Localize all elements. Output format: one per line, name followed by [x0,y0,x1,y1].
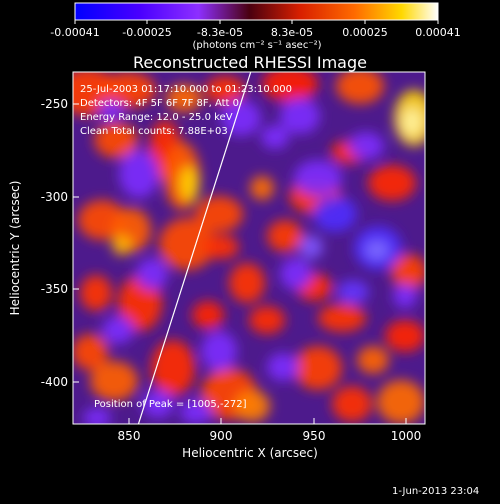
x-axis-tick-label: 950 [303,429,326,443]
y-axis-tick-label: -350 [41,282,68,296]
heatmap-blob [102,316,134,344]
timestamp-footer: 1-Jun-2013 23:04 [392,486,479,497]
heatmap-layer [73,72,425,424]
heatmap-blob [234,390,270,422]
limb-line [137,72,252,424]
peak-position-text: Position of Peak = [1005,-272] [94,399,247,410]
heatmap-blob [195,196,243,232]
colorbar-tick-labels: -0.00041 -0.00025 -8.3e-05 8.3e-05 0.000… [50,26,460,39]
heatmap-blob [357,346,389,374]
info-text-block: 25-Jul-2003 01:17:10.000 to 01:23:10.000… [80,84,292,137]
heatmap-blob [294,160,342,196]
heatmap-blob [280,98,320,134]
heatmap-blob [393,284,417,308]
heatmap-blob [332,386,372,422]
y-axis-label: Heliocentric Y (arcsec) [8,181,22,316]
colorbar: -0.00041 -0.00025 -8.3e-05 8.3e-05 0.000… [50,2,461,51]
plot-frame [72,71,426,425]
heatmap-blob [159,218,215,270]
x-axis-tick-label: 1000 [391,429,422,443]
colorbar-tick-label: -8.3e-05 [197,26,243,39]
heatmap-blob [267,220,303,252]
colorbar-ticks [74,20,439,24]
heatmap-blob [229,263,265,303]
heatmap-blob [205,76,245,104]
heatmap-blob [262,72,318,102]
heatmap-blob [83,408,111,424]
heatmap-blob [203,235,239,259]
heatmap-blob [119,150,159,198]
x-axis-label: Heliocentric X (arcsec) [182,446,318,460]
heatmap-blob [100,72,156,108]
heatmap-blob [368,165,416,201]
heatmap-blob [179,166,199,202]
heatmap-blob [201,331,237,371]
heatmap-blob [294,346,342,390]
heatmap-blob [112,235,132,255]
heatmap-blob [336,72,384,104]
heatmap-blob [99,100,123,120]
colorbar-gradient [74,2,439,21]
heatmap-blob [90,361,138,401]
heatmap-blob [249,306,285,334]
x-axis-tick-label: 850 [118,429,141,443]
heatmap-blob [180,400,212,424]
heatmap-blob [192,301,224,329]
heatmap-blob [267,353,299,381]
y-axis-tick-label: -400 [41,375,68,389]
colorbar-tick-label: -0.00041 [50,26,99,39]
heatmap-blob [136,258,168,290]
colorbar-tick-label: -0.00025 [122,26,171,39]
x-axis-ticks [128,418,407,424]
heatmap-blob [166,84,202,112]
plot-title: Reconstructed RHESSI Image [133,53,367,72]
heatmap-blob [280,258,312,290]
heatmap-blob [402,108,422,136]
heatmap-blob [250,176,274,200]
y-axis-tick-label: -300 [41,190,68,204]
info-line: Detectors: 4F 5F 6F 7F 8F, Att 0 [80,98,239,109]
heatmap-blob [299,235,323,259]
y-axis-tick-label: -250 [41,97,68,111]
heatmap-blob [318,304,366,332]
info-line: Energy Range: 12.0 - 25.0 keV [80,112,233,123]
colorbar-tick-label: 8.3e-05 [271,26,313,39]
plot-area [72,71,426,425]
colorbar-tick-label: 0.00025 [342,26,388,39]
heatmap-blob [80,275,112,311]
heatmap-blob [377,380,425,424]
heatmap-blob [348,132,384,160]
heatmap-blobs [73,72,425,424]
colorbar-units-label: (photons cm⁻² s⁻¹ asec⁻²) [192,40,321,51]
heatmap-blob [73,334,108,370]
y-axis-tick-labels: -250 -300 -350 -400 [41,97,68,389]
heatmap-blob [365,240,389,260]
y-axis-ticks [73,103,79,383]
colorbar-tick-label: 0.00041 [415,26,461,39]
x-axis-tick-labels: 850 900 950 1000 [118,429,422,443]
heatmap-blob [94,122,138,158]
heatmap-blob [313,196,357,232]
info-line: 25-Jul-2003 01:17:10.000 to 01:23:10.000 [80,84,292,95]
heatmap-blob [261,125,289,149]
heatmap-blob [221,100,261,136]
heatmap-blob [151,340,195,396]
heatmap-blob [385,320,425,352]
info-line: Clean Total counts: 7.88E+03 [80,126,228,137]
heatmap-blob [142,390,174,418]
x-axis-tick-label: 900 [210,429,233,443]
heatmap-blob [337,280,369,304]
heatmap-blob [391,254,425,290]
